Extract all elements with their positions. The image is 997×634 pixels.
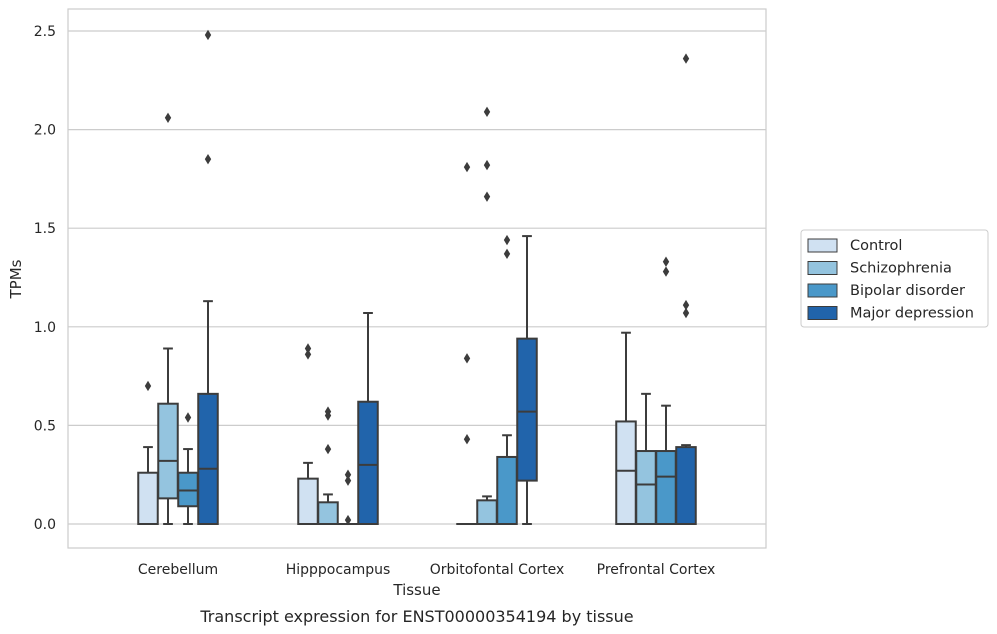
box — [516, 337, 538, 482]
outlier-point — [662, 266, 670, 277]
box — [635, 450, 657, 526]
box-group — [137, 380, 159, 525]
box — [496, 455, 518, 525]
box — [317, 501, 339, 526]
box — [675, 446, 697, 526]
box-group — [496, 234, 518, 525]
outlier-point — [344, 514, 352, 526]
outlier-point — [682, 53, 690, 64]
box — [615, 420, 637, 525]
box-group — [615, 331, 637, 525]
y-tick-label: 0.5 — [34, 418, 56, 434]
box-group — [516, 235, 538, 525]
outlier-point — [503, 248, 511, 260]
x-axis-label: Tissue — [392, 581, 440, 599]
legend-swatch — [807, 238, 838, 253]
legend-swatch — [807, 283, 838, 298]
box-group — [357, 311, 379, 525]
outlier-point — [164, 112, 172, 123]
box-group — [197, 29, 219, 525]
y-tick-label: 1.5 — [34, 221, 56, 237]
legend-swatch — [807, 306, 838, 320]
box-group — [297, 343, 319, 526]
y-tick-labels: 0.0 0.5 1.0 1.5 2.0 2.5 — [34, 24, 56, 533]
box-group — [655, 256, 677, 526]
legend-label: Control — [850, 238, 902, 254]
x-tick-label: Cerebellum — [138, 562, 218, 578]
x-tick-label: Hipppocampus — [286, 562, 391, 578]
outlier-point — [682, 299, 690, 311]
outlier-point — [324, 406, 332, 417]
outlier-point — [662, 256, 670, 267]
legend-label: Schizophrenia — [850, 261, 952, 277]
outlier-point — [463, 434, 471, 445]
outlier-point — [204, 153, 212, 165]
outlier-point — [463, 161, 471, 173]
legend-label: Bipolar disorder — [850, 283, 965, 299]
outlier-point — [184, 412, 192, 423]
box-group — [675, 53, 697, 526]
x-tick-label: Orbitofontal Cortex — [430, 562, 565, 578]
outlier-point — [304, 343, 312, 354]
y-tick-label: 1.0 — [34, 320, 56, 336]
plot-frame — [67, 8, 767, 549]
y-axis-label: TPMs — [7, 259, 25, 299]
legend-swatch — [807, 261, 838, 275]
box — [157, 402, 179, 500]
box — [357, 400, 379, 525]
outlier-point — [463, 353, 471, 364]
x-tick-label: Prefrontal Cortex — [597, 562, 716, 578]
box-group — [635, 392, 657, 526]
outlier-point — [304, 349, 312, 360]
x-tick-labels: Cerebellum Hipppocampus Orbitofontal Corte… — [138, 562, 715, 578]
outlier-point — [144, 380, 152, 392]
y-tick-label: 2.5 — [34, 24, 56, 40]
y-tick-label: 2.0 — [34, 123, 56, 139]
outlier-point — [344, 469, 352, 480]
outlier-point — [503, 234, 511, 246]
outlier-point — [344, 475, 352, 486]
chart-caption: Transcript expression for ENST0000035419… — [199, 607, 633, 626]
box-group — [476, 106, 498, 525]
outlier-point — [483, 106, 491, 118]
legend: Control Schizophrenia Bipolar disorder Majo… — [800, 229, 989, 328]
box — [137, 471, 159, 525]
box — [476, 499, 498, 525]
box-group — [317, 406, 339, 526]
boxes — [137, 29, 697, 526]
box — [197, 392, 219, 525]
box-group — [177, 412, 199, 525]
box-group — [337, 469, 359, 526]
box — [655, 450, 677, 526]
outlier-point — [324, 443, 332, 455]
outlier-point — [483, 159, 491, 171]
y-tick-label: 0.0 — [34, 517, 56, 533]
legend-frame — [800, 229, 989, 328]
legend-label: Major depression — [850, 306, 974, 322]
outlier-point — [682, 307, 690, 319]
box-group — [157, 112, 179, 525]
outlier-point — [204, 29, 212, 41]
box — [297, 477, 319, 526]
box-group — [456, 161, 478, 526]
outlier-point — [483, 191, 491, 202]
